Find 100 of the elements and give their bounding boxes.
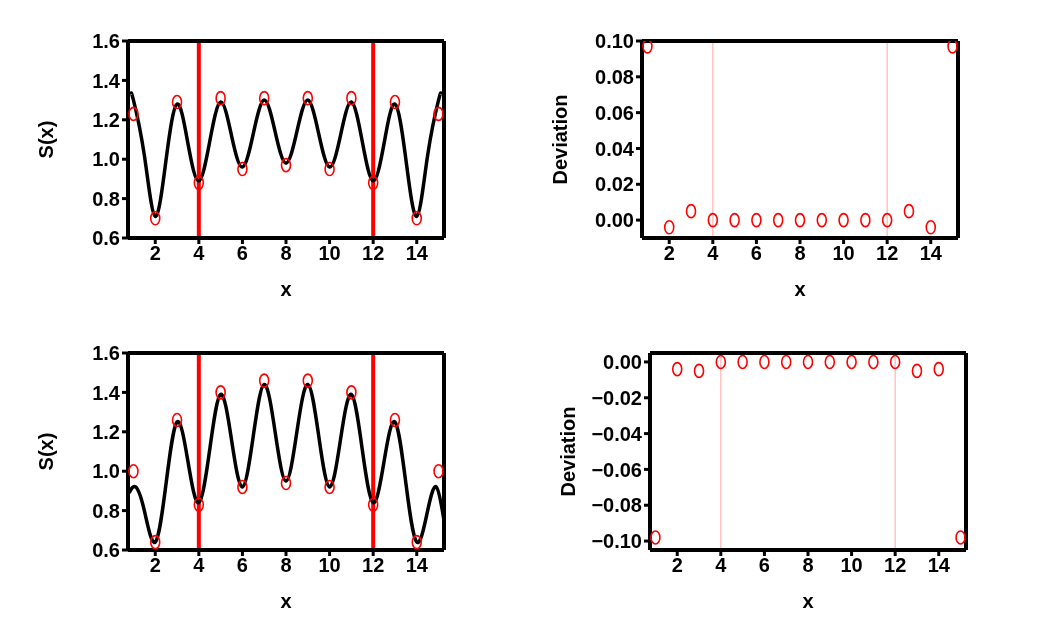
x-tick-label: 2 [671, 554, 683, 577]
point [149, 211, 161, 226]
x-tick-label: 14 [405, 554, 429, 577]
y-tick-label: 1.0 [92, 148, 120, 171]
point [346, 385, 357, 400]
x-tick-label: 4 [193, 242, 206, 265]
y-tick-label: 1.0 [92, 460, 120, 483]
x-tick-label: 12 [884, 554, 907, 577]
y-tick-label: −0.08 [591, 494, 642, 517]
point [794, 212, 806, 228]
y-tick-label: 1.4 [92, 381, 121, 404]
y-tick-label: −0.06 [591, 458, 642, 481]
y-tick-label: 0.10 [595, 30, 634, 53]
x-tick-label: 8 [280, 242, 292, 265]
x-tick-label: 8 [802, 554, 814, 577]
point [642, 41, 653, 54]
y-tick-label: −0.02 [591, 386, 642, 409]
y-axis-title: S(x) [35, 432, 58, 471]
point [925, 219, 937, 235]
y-axis-title: Deviation [557, 406, 580, 497]
point [772, 212, 784, 228]
point [911, 363, 923, 379]
y-tick-label: 1.2 [92, 420, 120, 443]
point [149, 534, 161, 550]
point [367, 497, 379, 512]
x-tick-label: 10 [318, 554, 341, 577]
x-tick-label: 2 [663, 242, 675, 265]
y-tick-label: 0.6 [92, 539, 120, 562]
x-tick-label: 4 [707, 242, 720, 265]
point [280, 157, 292, 173]
y-tick-label: 1.4 [92, 69, 121, 92]
x-tick-label: 6 [236, 554, 248, 577]
y-tick-label: 1.6 [92, 342, 120, 365]
point [193, 497, 205, 512]
y-tick-label: 0.8 [92, 187, 120, 210]
point [671, 361, 683, 377]
point [302, 373, 314, 388]
point [802, 354, 814, 370]
point [693, 363, 705, 379]
y-tick-label: −0.10 [591, 530, 642, 553]
x-tick-label: 10 [832, 242, 855, 265]
point [650, 530, 661, 545]
point [715, 354, 727, 370]
point [685, 203, 697, 219]
x-tick-label: 14 [919, 242, 943, 265]
point [955, 530, 966, 545]
y-tick-label: 0.08 [595, 65, 634, 88]
point [816, 212, 828, 228]
y-tick-label: 0.6 [92, 227, 120, 250]
point [302, 90, 314, 106]
point [903, 203, 915, 219]
y-tick-label: 1.2 [92, 108, 120, 131]
x-axis-title: x [802, 590, 814, 612]
x-axis-title: x [280, 590, 292, 612]
point [780, 354, 792, 370]
point [389, 412, 401, 428]
point [280, 475, 292, 491]
x-tick-label: 8 [794, 242, 806, 265]
x-tick-label: 4 [193, 554, 206, 577]
x-tick-label: 12 [362, 554, 385, 577]
x-tick-label: 4 [715, 554, 728, 577]
point [933, 361, 945, 377]
point [367, 175, 379, 191]
point [389, 94, 401, 110]
x-axis-title: x [794, 278, 806, 300]
x-tick-label: 2 [149, 554, 161, 577]
point [411, 534, 423, 550]
point [171, 412, 183, 428]
point [171, 94, 183, 110]
y-tick-label: 0.06 [595, 101, 634, 124]
x-tick-label: 10 [318, 242, 341, 265]
y-tick-label: 1.6 [92, 30, 120, 53]
x-tick-label: 6 [758, 554, 770, 577]
point [215, 385, 226, 400]
x-tick-label: 12 [362, 242, 385, 265]
point [258, 90, 270, 106]
point [881, 212, 893, 228]
x-tick-label: 14 [927, 554, 951, 577]
y-tick-label: 0.00 [595, 209, 634, 232]
point [707, 212, 719, 228]
x-axis-title: x [280, 278, 292, 300]
point [663, 219, 675, 235]
x-tick-label: 8 [280, 554, 292, 577]
x-tick-label: 14 [405, 242, 429, 265]
point [947, 41, 958, 54]
y-tick-label: −0.04 [591, 422, 643, 445]
point [193, 175, 205, 191]
x-tick-label: 6 [236, 242, 248, 265]
x-tick-label: 12 [876, 242, 899, 265]
x-tick-label: 10 [840, 554, 863, 577]
point [258, 373, 270, 388]
y-axis-title: Deviation [549, 94, 572, 185]
y-tick-label: 0.04 [595, 137, 635, 160]
point [824, 354, 836, 370]
y-tick-label: 0.02 [595, 173, 634, 196]
x-tick-label: 2 [149, 242, 161, 265]
point [889, 354, 901, 370]
x-tick-label: 6 [750, 242, 762, 265]
y-tick-label: 0.00 [603, 351, 642, 374]
point [411, 211, 423, 226]
